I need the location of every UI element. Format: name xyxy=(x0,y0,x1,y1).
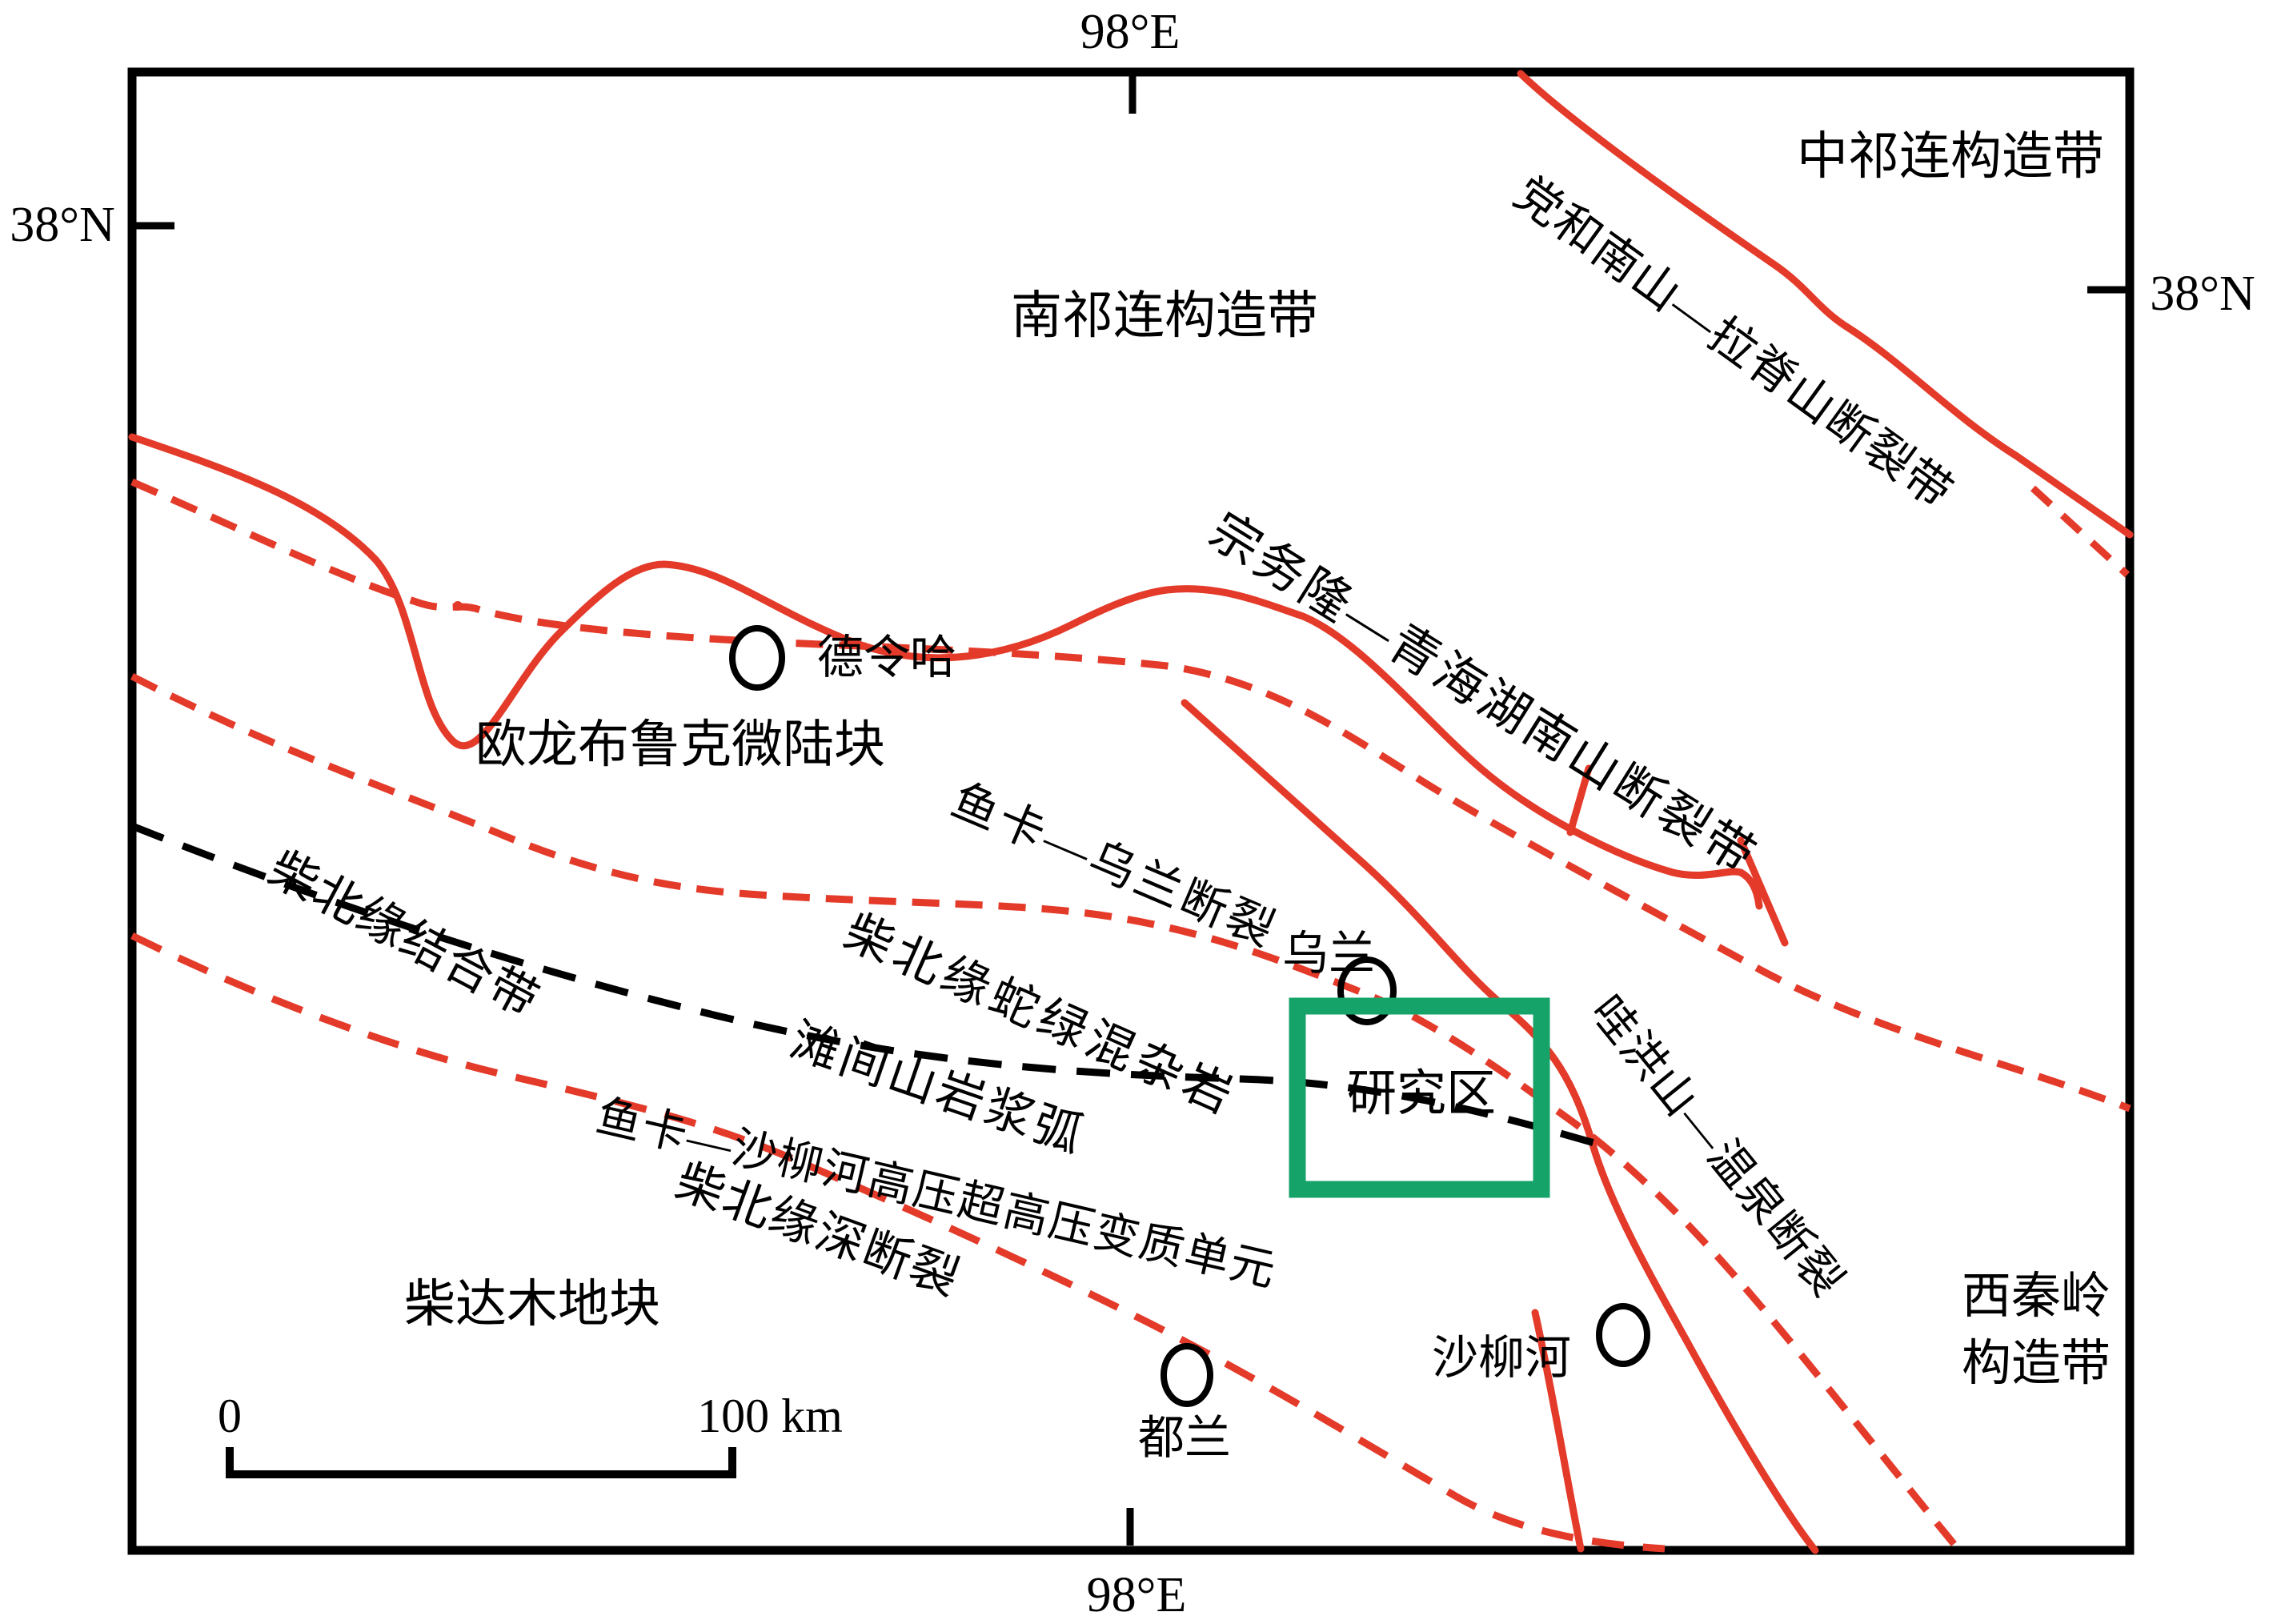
lat-label-left: 38°N xyxy=(10,198,115,252)
fault-branch-tick-1 xyxy=(1566,764,1593,836)
fault-dashed-north xyxy=(130,478,2131,1113)
city-marker-shaliuhe xyxy=(1596,1303,1650,1367)
fault-dash-dot xyxy=(453,601,463,611)
unit-label-xiqinling-2: 构造带 xyxy=(1961,1337,2111,1391)
city-label-delingha: 德令哈 xyxy=(816,632,957,684)
fault-segment-south xyxy=(1531,1309,1585,1553)
scale-bar xyxy=(226,1447,736,1478)
lon-label-top: 98°E xyxy=(1080,5,1181,59)
unit-label-chaidamu: 柴达木地块 xyxy=(404,1276,660,1333)
lat-label-right: 38°N xyxy=(2150,267,2255,321)
fault-dashed-ne-corner xyxy=(2030,485,2131,578)
scale-label-start: 0 xyxy=(218,1389,242,1442)
unit-label-oulongbuluke: 欧龙布鲁克微陆块 xyxy=(475,716,885,773)
unit-label-xiqinling-1: 西秦岭 xyxy=(1961,1269,2111,1324)
study-area-rect xyxy=(1289,997,1550,1198)
study-area-label: 研究区 xyxy=(1346,1067,1497,1121)
fault-line-wahongshan xyxy=(1181,699,1819,1554)
city-marker-wulan xyxy=(1337,956,1397,1025)
fault-dashed-yuka-wulan xyxy=(130,672,1962,1553)
unit-label-nanqilian: 南祁连构造带 xyxy=(1011,287,1318,344)
suture-dashed-chaibeiyuan xyxy=(130,822,1596,1147)
map-border xyxy=(127,67,2135,1555)
lon-label-bottom: 98°E xyxy=(1086,1568,1187,1622)
city-marker-delingha xyxy=(729,625,785,691)
city-label-wulan: 乌兰 xyxy=(1281,928,1376,980)
city-label-dulan: 都兰 xyxy=(1137,1412,1232,1464)
fault-branch-tick-2 xyxy=(1737,836,1789,947)
scale-label-end: 100 km xyxy=(697,1389,843,1442)
fault-line-zongwulong xyxy=(128,433,1763,910)
city-marker-dulan xyxy=(1161,1343,1213,1407)
city-label-shaliuhe: 沙柳河 xyxy=(1431,1332,1572,1384)
fault-line-danghenanshan xyxy=(1517,70,2134,539)
fault-dashed-chaibeiyuan-shen xyxy=(130,932,1666,1553)
unit-label-zhongqilian: 中祁连构造带 xyxy=(1797,128,2104,185)
